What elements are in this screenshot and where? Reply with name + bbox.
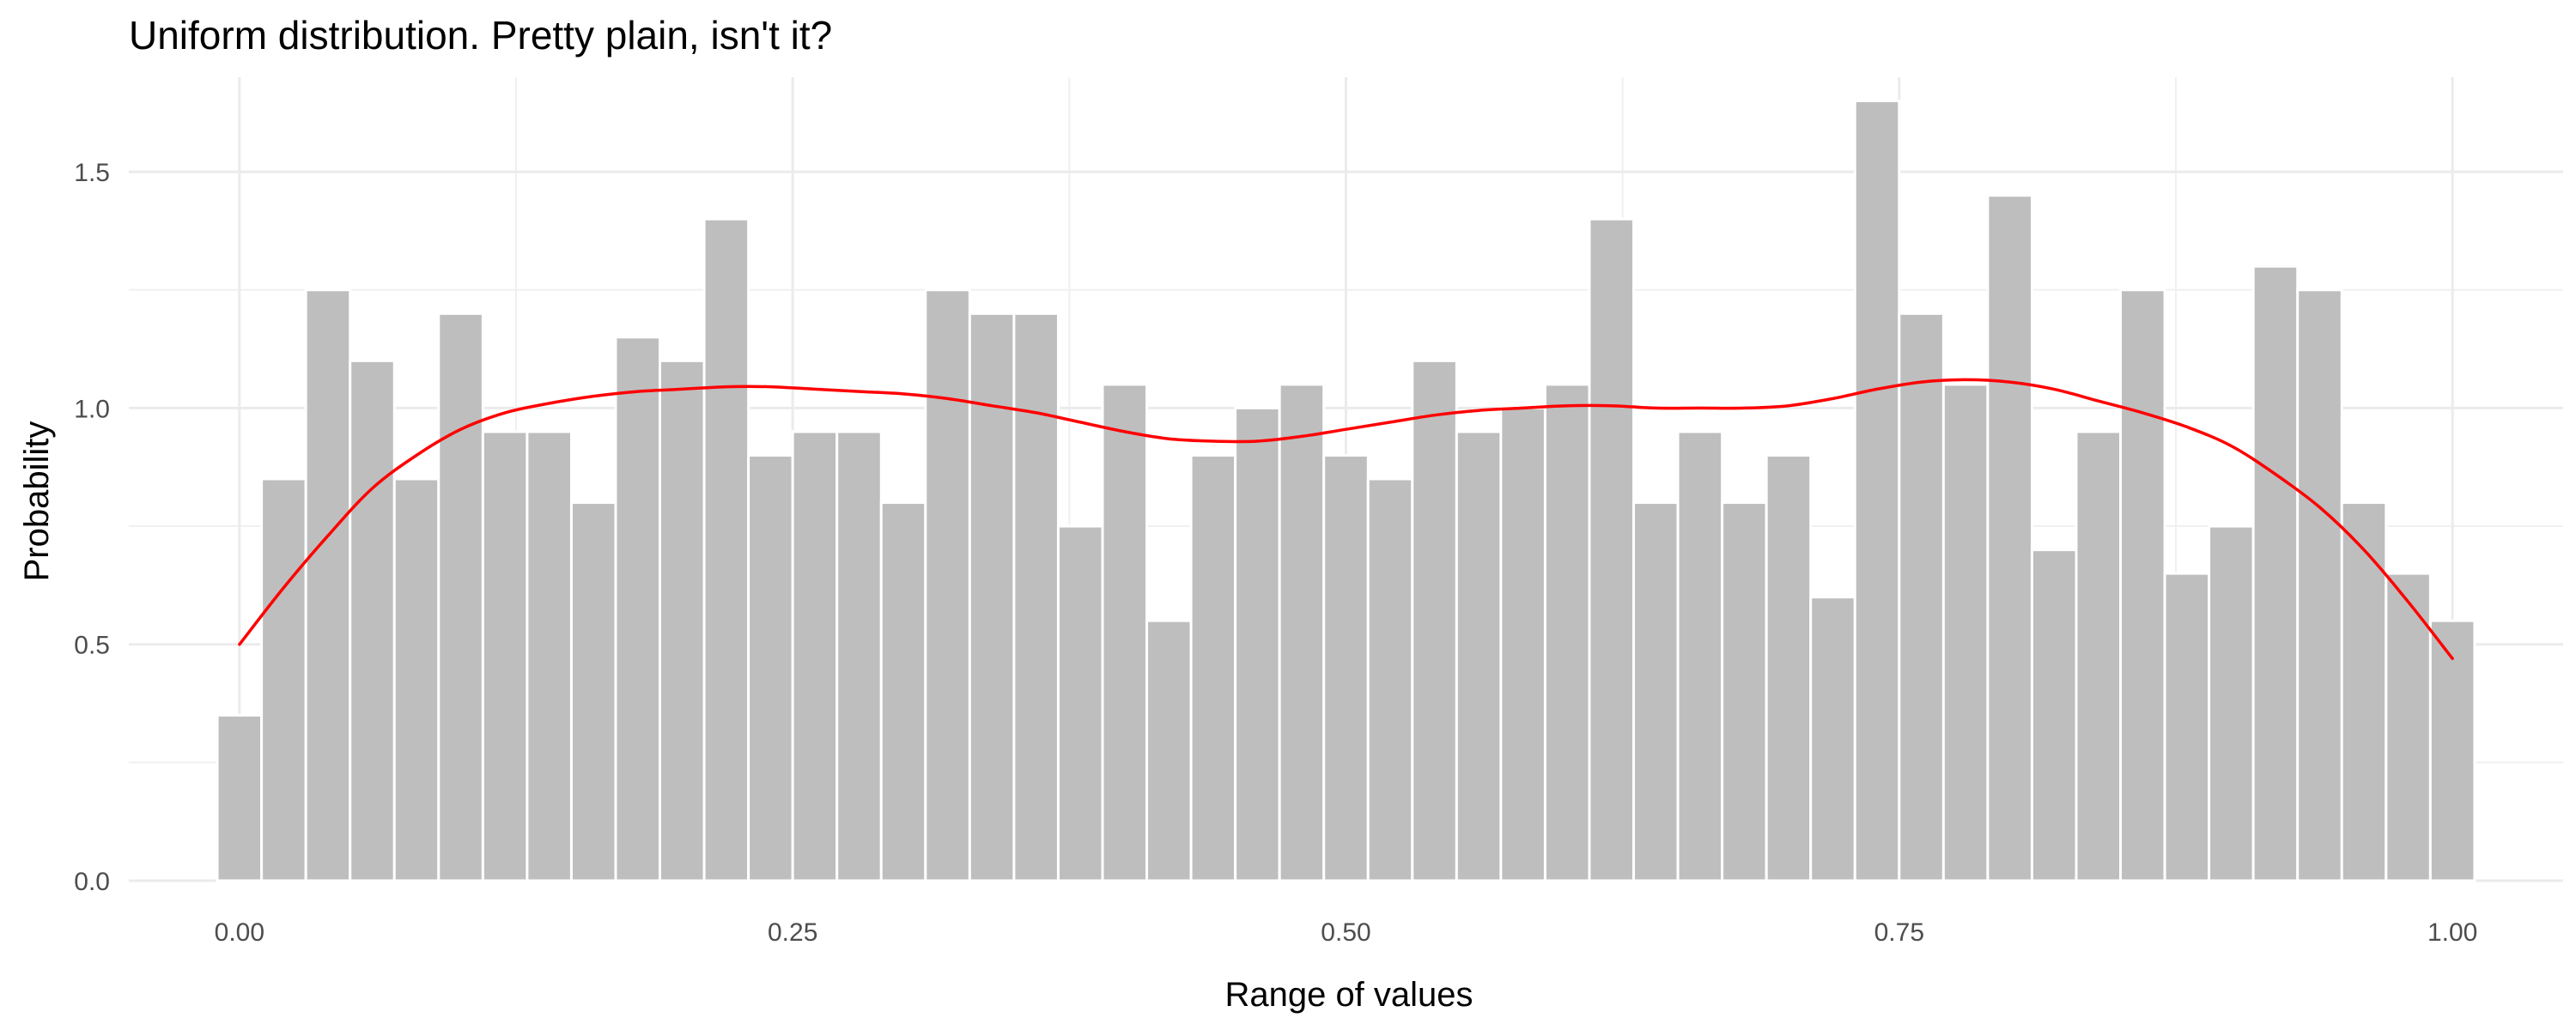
histogram-bar [437,312,484,882]
histogram-bar [1455,430,1503,882]
chart-title: Uniform distribution. Pretty plain, isn'… [129,13,833,58]
histogram-bar [1366,477,1414,882]
x-tick-label: 1.00 [2427,918,2477,947]
histogram-bar [968,312,1016,882]
histogram-bar [1278,383,1326,882]
histogram-bar [747,453,794,882]
histogram-bar [392,477,440,882]
histogram-bar [2428,619,2476,882]
histogram-bar [2030,548,2078,882]
histogram-bar [2296,288,2343,882]
histogram-bar [1189,453,1237,882]
histogram-bar [2385,572,2432,882]
histogram-bar [2340,501,2388,882]
x-tick-label: 0.50 [1321,918,1370,947]
histogram-bar [791,430,839,882]
histogram-bar [2208,524,2255,882]
y-tick-label: 1.5 [74,159,110,187]
histogram-bar [1234,406,1281,882]
histogram-bar [349,359,396,882]
histogram-bar [2075,430,2123,882]
x-tick-label: 0.00 [215,918,264,947]
histogram-bar [1012,312,1060,882]
histogram-bar [835,430,883,882]
histogram-bar [1588,217,1636,882]
histogram-bar [2119,288,2166,882]
histogram-bar [1721,501,1768,882]
histogram-bar [569,501,617,882]
histogram-bar [1809,596,1856,882]
histogram-bar [1898,312,1945,882]
x-axis-ticks: 0.00 0.25 0.50 0.75 1.00 [215,918,2478,947]
histogram-bar [614,336,662,882]
histogram-bar [1101,383,1149,882]
histogram-bars [216,100,2476,882]
histogram-bar [1056,524,1104,882]
histogram-bar [1765,453,1813,882]
histogram-bar [260,477,307,882]
histogram-bar [702,217,750,882]
histogram-bar [2251,264,2300,882]
histogram-bar [924,288,971,882]
histogram-bar [1941,383,1990,882]
histogram-bar [216,713,264,882]
histogram-bar [1986,194,2033,882]
y-axis-title: Probability [18,421,56,582]
density-curve [238,378,2454,660]
histogram-bar [1853,100,1901,882]
histogram-bar [526,430,573,882]
y-tick-label: 0.0 [74,868,110,896]
y-axis-ticks: 0.0 0.5 1.0 1.5 [74,159,110,896]
histogram-bar [481,430,529,882]
histogram-bar [879,501,927,882]
histogram-bar [659,359,706,882]
y-tick-label: 1.0 [74,395,110,423]
histogram-bar [1632,501,1680,882]
histogram-bar [1499,406,1546,882]
x-tick-label: 0.25 [768,918,817,947]
histogram-bar [2163,572,2211,882]
x-axis-title: Range of values [1224,976,1473,1014]
x-tick-label: 0.75 [1874,918,1924,947]
histogram-bar [1543,383,1591,882]
histogram-bar [1322,453,1370,882]
histogram-bar [304,288,352,882]
histogram-bar [1411,359,1458,882]
histogram-bar [1676,430,1724,882]
histogram-bar [1145,619,1193,882]
y-tick-label: 0.5 [74,632,110,660]
